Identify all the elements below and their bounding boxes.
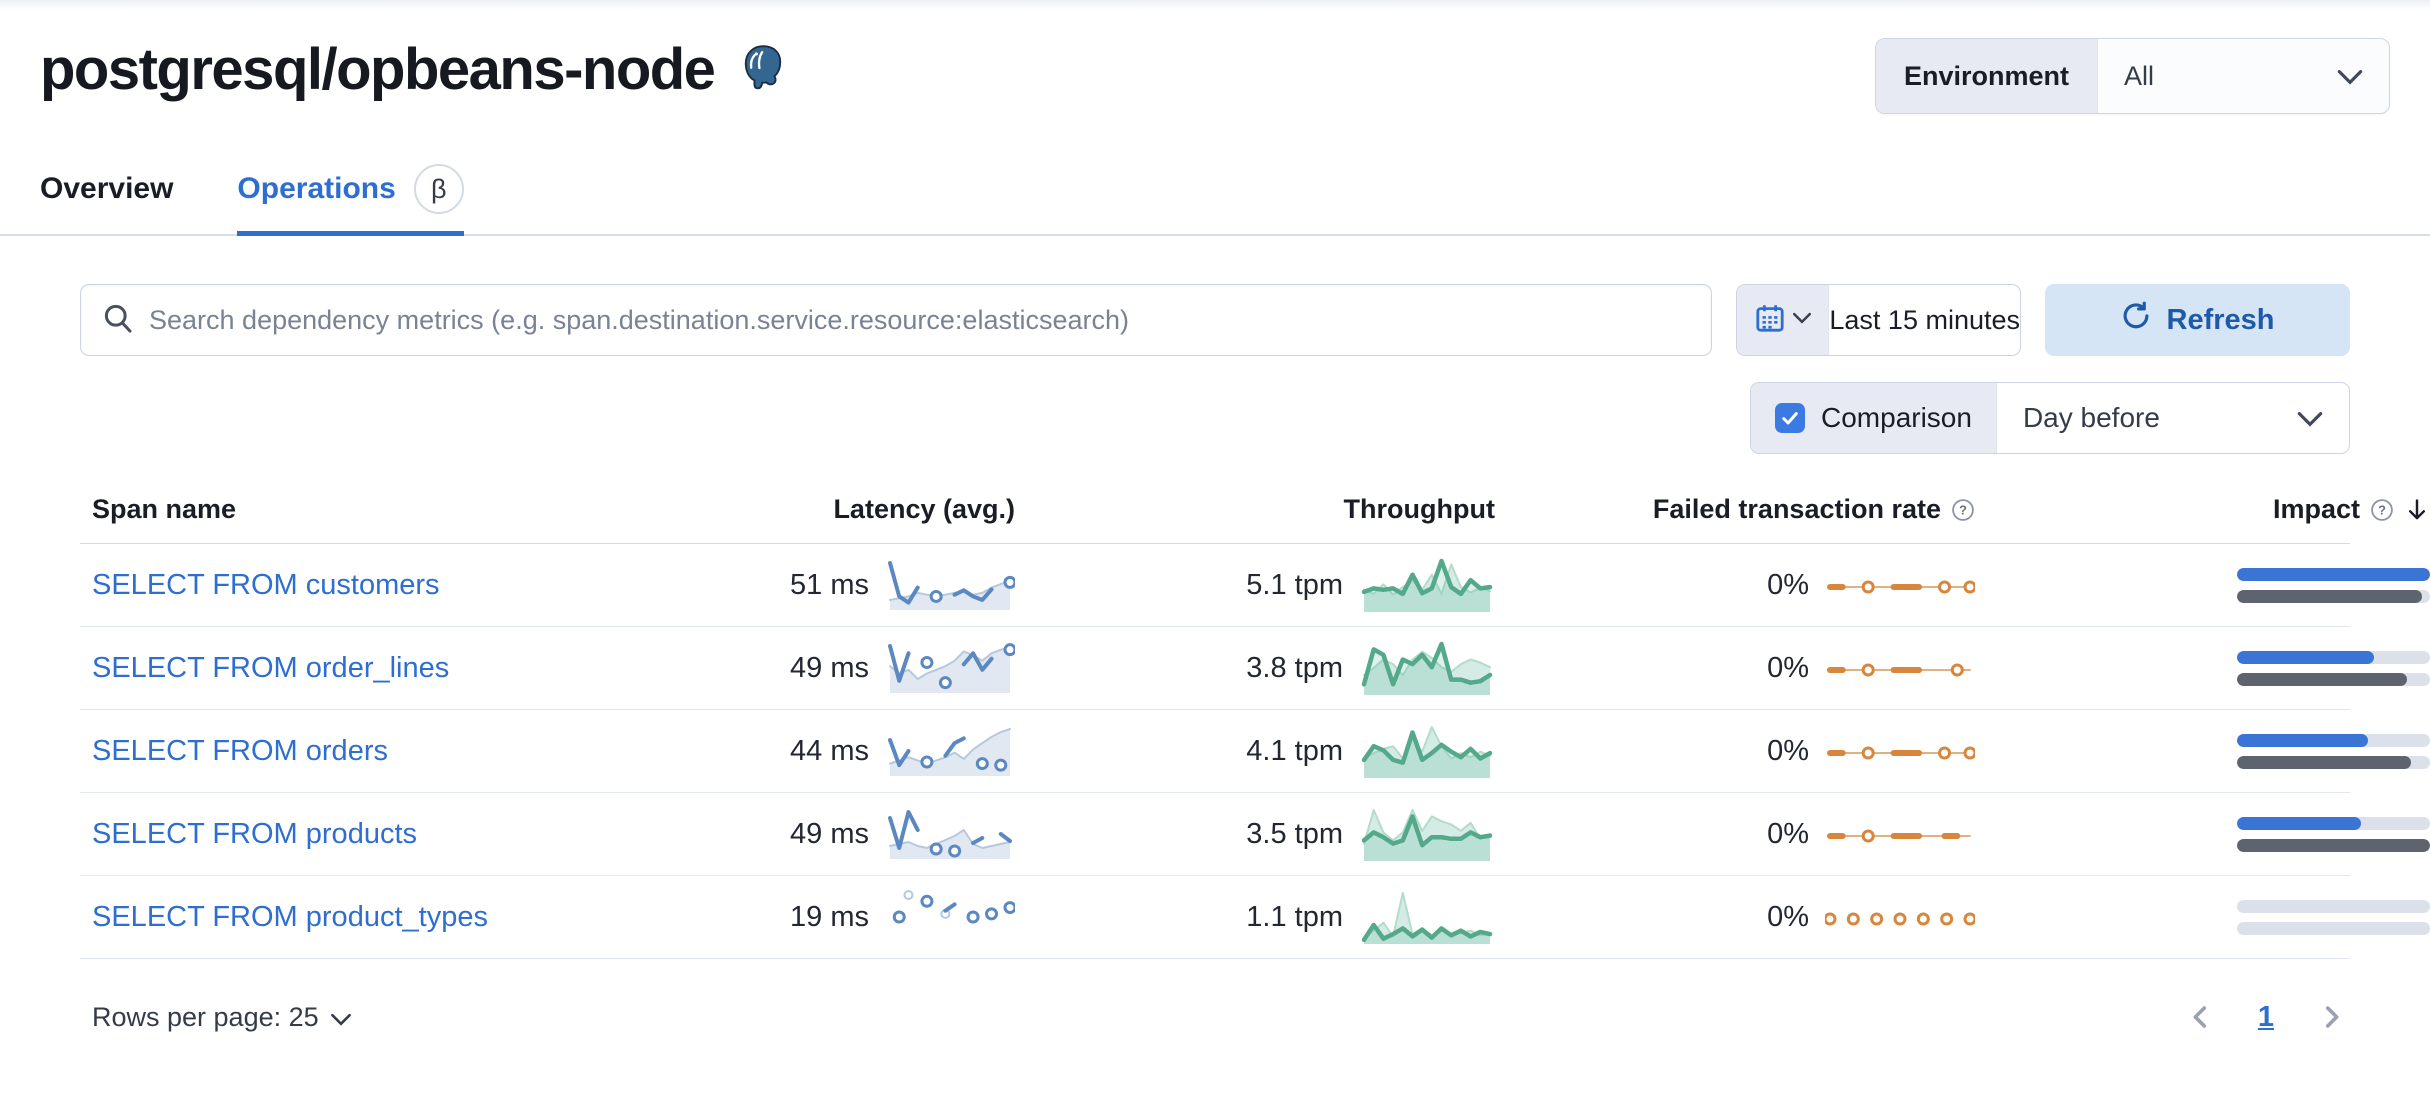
environment-filter: Environment All <box>1875 38 2390 114</box>
beta-badge: β <box>413 164 464 214</box>
page-header: postgresql/opbeans-node Environment All <box>40 10 2390 132</box>
operations-table: Span name Latency (avg.) Throughput Fail… <box>40 484 2430 959</box>
calendar-icon <box>1755 303 1785 338</box>
throughput-sparkline <box>1359 639 1495 697</box>
throughput-value: 5.1 tpm <box>1246 568 1343 601</box>
impact-bars <box>2237 899 2430 935</box>
environment-filter-select[interactable]: All <box>2098 39 2389 113</box>
question-circle-icon: ? <box>2370 498 2394 522</box>
column-header-latency[interactable]: Latency (avg.) <box>833 494 1015 524</box>
failed-rate-sparkline <box>1825 897 1975 937</box>
span-name-link[interactable]: SELECT FROM products <box>92 817 418 850</box>
latency-value: 51 ms <box>790 568 869 601</box>
question-circle-icon: ? <box>1951 498 1975 522</box>
column-header-failed-rate[interactable]: Failed transaction rate ? <box>1495 484 1975 543</box>
top-edge-shade <box>0 0 2430 10</box>
search-bar <box>80 284 1712 356</box>
calendar-menu-button[interactable] <box>1737 285 1830 355</box>
throughput-sparkline <box>1359 888 1495 946</box>
comparison-select[interactable]: Day before <box>1997 383 2349 453</box>
latency-value: 19 ms <box>790 900 869 933</box>
rows-per-page-button[interactable]: Rows per page: 25 <box>80 1002 351 1033</box>
latency-value: 44 ms <box>790 734 869 767</box>
table-row: SELECT FROM products 49 ms 3.5 tpm 0% <box>80 793 2430 876</box>
latency-sparkline <box>885 890 1015 944</box>
chevron-down-icon <box>2337 61 2363 92</box>
throughput-value: 1.1 tpm <box>1246 900 1343 933</box>
refresh-button[interactable]: Refresh <box>2045 284 2350 356</box>
failed-rate-sparkline <box>1825 814 1975 854</box>
time-range-value[interactable]: Last 15 minutes <box>1829 304 2020 335</box>
dependency-name-heading: postgresql/opbeans-node <box>40 37 716 102</box>
tab-operations[interactable]: Operations β <box>237 164 465 236</box>
throughput-sparkline <box>1359 722 1495 780</box>
chevron-down-icon <box>330 1002 351 1033</box>
failed-rate-sparkline <box>1825 648 1975 688</box>
chevron-down-icon <box>2297 402 2323 434</box>
table-row: SELECT FROM orders 44 ms 4.1 tpm 0% <box>80 710 2430 793</box>
table-row: SELECT FROM product_types 19 ms 1.1 tpm … <box>80 876 2430 959</box>
failed-rate-value: 0% <box>1767 817 1809 850</box>
latency-sparkline <box>885 558 1015 612</box>
environment-filter-label: Environment <box>1876 39 2099 113</box>
search-icon <box>103 303 133 338</box>
failed-rate-value: 0% <box>1767 734 1809 767</box>
failed-rate-sparkline <box>1825 565 1975 605</box>
previous-page-button[interactable] <box>2188 1004 2214 1030</box>
svg-text:?: ? <box>2378 502 2386 517</box>
table-row: SELECT FROM customers 51 ms 5.1 tpm 0% <box>80 544 2430 627</box>
latency-sparkline <box>885 641 1015 695</box>
pagination: 1 <box>2188 1001 2350 1034</box>
throughput-sparkline <box>1359 805 1495 863</box>
impact-bars <box>2237 650 2430 686</box>
sort-descending-icon <box>2404 497 2430 523</box>
chevron-down-icon <box>1792 311 1811 329</box>
column-header-impact[interactable]: Impact ? <box>1975 484 2430 543</box>
failed-rate-sparkline <box>1825 731 1975 771</box>
next-page-button[interactable] <box>2318 1004 2344 1030</box>
table-body: SELECT FROM customers 51 ms 5.1 tpm 0% S… <box>80 544 2430 959</box>
span-name-link[interactable]: SELECT FROM customers <box>92 568 440 601</box>
comparison-checkbox[interactable] <box>1775 403 1805 433</box>
span-name-link[interactable]: SELECT FROM order_lines <box>92 651 450 684</box>
span-name-link[interactable]: SELECT FROM orders <box>92 734 388 767</box>
throughput-value: 3.5 tpm <box>1246 817 1343 850</box>
postgresql-icon <box>740 43 786 96</box>
page-number-1[interactable]: 1 <box>2257 1000 2274 1033</box>
comparison-control: Comparison Day before <box>1750 382 2350 454</box>
refresh-icon <box>2121 301 2151 339</box>
tab-overview[interactable]: Overview <box>40 172 174 205</box>
column-header-span-name[interactable]: Span name <box>92 494 237 524</box>
svg-text:?: ? <box>1959 502 1967 517</box>
throughput-value: 3.8 tpm <box>1246 651 1343 684</box>
throughput-sparkline <box>1359 556 1495 614</box>
span-name-link[interactable]: SELECT FROM product_types <box>92 900 488 933</box>
throughput-value: 4.1 tpm <box>1246 734 1343 767</box>
page-title: postgresql/opbeans-node <box>40 36 2390 103</box>
failed-rate-value: 0% <box>1767 651 1809 684</box>
impact-bars <box>2237 733 2430 769</box>
comparison-label: Comparison <box>1821 402 1972 433</box>
table-header-row: Span name Latency (avg.) Throughput Fail… <box>80 484 2426 544</box>
latency-value: 49 ms <box>790 651 869 684</box>
column-header-throughput[interactable]: Throughput <box>1343 494 1495 524</box>
failed-rate-value: 0% <box>1767 900 1809 933</box>
impact-bars <box>2237 816 2430 852</box>
table-row: SELECT FROM order_lines 49 ms 3.8 tpm 0% <box>80 627 2430 710</box>
impact-bars <box>2237 567 2430 603</box>
tab-bar: Overview Operations β <box>0 164 2430 236</box>
search-input[interactable] <box>149 304 1689 336</box>
comparison-toggle: Comparison <box>1751 383 1997 453</box>
latency-sparkline <box>885 807 1015 861</box>
failed-rate-value: 0% <box>1767 568 1809 601</box>
time-range-picker: Last 15 minutes <box>1736 284 2021 356</box>
latency-sparkline <box>885 724 1015 778</box>
latency-value: 49 ms <box>790 817 869 850</box>
